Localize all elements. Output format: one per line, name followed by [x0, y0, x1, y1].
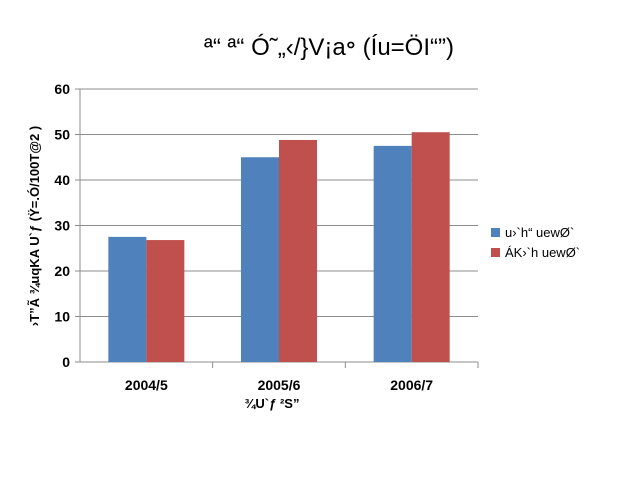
y-tick-label: 10	[54, 309, 70, 325]
y-tick-label: 0	[62, 354, 70, 370]
y-tick-label: 40	[54, 172, 70, 188]
bar-2005/6-series-2	[279, 139, 317, 362]
chart-title: ª“ ª“ Ó˜„‹/}V¡a॰ (Íu=ÖI“”)	[204, 34, 454, 61]
bar-2006/7-series-2	[411, 132, 450, 362]
y-axis-title: ›T”Ã ¾uqKA U`ƒ (Ÿ=.Ó/100T@2 )	[27, 126, 42, 326]
plot-area: 0 10 20 30 40 50 60 2004/5 2005/6 2006/7	[54, 81, 479, 393]
y-tick-label: 60	[54, 81, 70, 97]
legend-swatch-series-1	[491, 228, 500, 237]
x-tick-label: 2005/6	[258, 377, 301, 393]
bar-2004/5-series-1	[108, 236, 147, 362]
legend-swatch-series-2	[491, 248, 500, 257]
legend: u›`h“ uewØ` ÁK›`h uewØ`	[491, 225, 580, 260]
y-tick-label: 20	[54, 263, 70, 279]
bar-2005/6-series-1	[241, 157, 279, 362]
bar-2006/7-series-1	[373, 145, 412, 362]
x-tick-label: 2004/5	[125, 377, 168, 393]
y-tick-label: 30	[54, 218, 70, 234]
y-tick-label: 50	[54, 127, 70, 143]
legend-label-series-1: u›`h“ uewØ`	[505, 225, 574, 240]
legend-label-series-2: ÁK›`h uewØ`	[505, 245, 580, 260]
bar-2004/5-series-2	[146, 240, 185, 362]
x-axis-title: ¾U`ƒ ²S”	[245, 396, 300, 411]
x-tick-label: 2006/7	[390, 377, 433, 393]
